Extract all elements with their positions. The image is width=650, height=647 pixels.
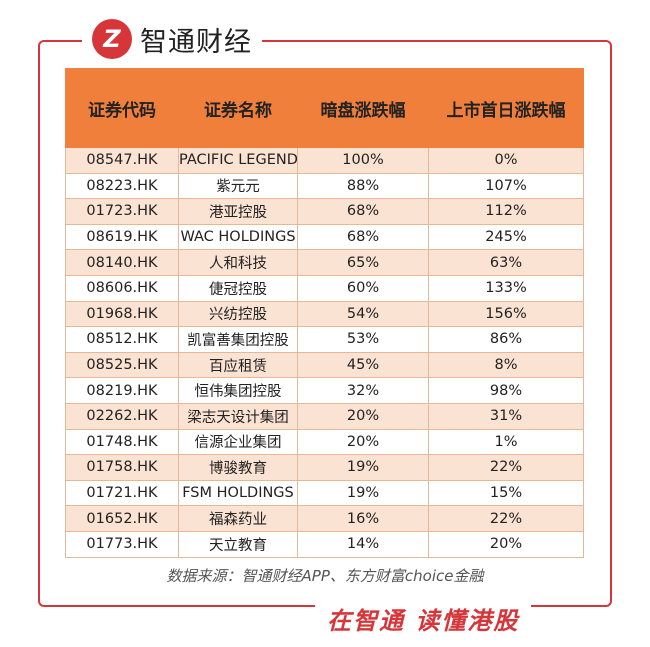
security-name-cell: PACIFIC LEGEND [178, 147, 298, 174]
brand-name: 智通财经 [140, 26, 252, 58]
first-day-change-cell: 31% [428, 402, 584, 430]
security-code-cell: 01721.HK [65, 479, 179, 507]
first-day-change-cell: 107% [428, 172, 584, 200]
first-day-change-cell: 20% [428, 530, 584, 558]
zhitong-logo-icon: Z [92, 19, 132, 59]
security-name-cell: 紫元元 [178, 172, 298, 200]
table-row: 08606.HK 倢冠控股 60% 133% [65, 274, 584, 302]
security-name-cell: 信源企业集团 [178, 428, 298, 456]
security-name-cell: 港亚控股 [178, 198, 298, 225]
table-row: 01773.HK 天立教育 14% 20% [65, 530, 584, 558]
table-row: 01748.HK 信源企业集团 20% 1% [65, 428, 584, 456]
table-row: 02262.HK 梁志天设计集团 20% 31% [65, 402, 584, 430]
security-code-cell: 01723.HK [65, 198, 179, 225]
slogan-text: 在智通 读懂港股 [327, 606, 520, 635]
first-day-change-cell: 112% [428, 198, 584, 225]
first-day-change-cell: 98% [428, 377, 584, 404]
grey-market-change-cell: 88% [297, 172, 429, 200]
security-name-cell: 博骏教育 [178, 454, 298, 481]
table-body: 08547.HK PACIFIC LEGEND 100% 0% 08223.HK 紫元元 8… [65, 147, 584, 558]
header-first-day-change: 上市首日涨跌幅 [428, 68, 584, 148]
security-code-cell: 08219.HK [65, 377, 179, 404]
security-code-cell: 08223.HK [65, 172, 179, 200]
security-code-cell: 02262.HK [65, 402, 179, 430]
table-row: 08619.HK WAC HOLDINGS 68% 245% [65, 223, 584, 251]
slogan-banner: 在智通 读懂港股 [315, 598, 532, 638]
security-name-cell: 福森药业 [178, 505, 298, 532]
grey-market-change-cell: 68% [297, 223, 429, 251]
table-row: 08525.HK 百应租赁 45% 8% [65, 351, 584, 379]
first-day-change-cell: 8% [428, 351, 584, 379]
brand-logo: Z 智通财经 [82, 14, 262, 64]
grey-market-change-cell: 100% [297, 147, 429, 174]
grey-market-change-cell: 68% [297, 198, 429, 225]
security-code-cell: 01758.HK [65, 454, 179, 481]
security-code-cell: 08619.HK [65, 223, 179, 251]
security-code-cell: 08140.HK [65, 249, 179, 276]
security-name-cell: 梁志天设计集团 [178, 402, 298, 430]
header-grey-market-change: 暗盘涨跌幅 [297, 68, 429, 148]
grey-market-change-cell: 45% [297, 351, 429, 379]
security-name-cell: 百应租赁 [178, 351, 298, 379]
grey-market-change-cell: 19% [297, 454, 429, 481]
table-row: 01721.HK FSM HOLDINGS 19% 15% [65, 479, 584, 507]
security-code-cell: 08512.HK [65, 326, 179, 353]
first-day-change-cell: 245% [428, 223, 584, 251]
first-day-change-cell: 15% [428, 479, 584, 507]
data-source-note: 数据来源：智通财经APP、东方财富choice金融 [166, 567, 484, 585]
ipo-performance-table: 证券代码 证券名称 暗盘涨跌幅 上市首日涨跌幅 08547.HK PACIFIC … [65, 68, 584, 558]
grey-market-change-cell: 65% [297, 249, 429, 276]
security-name-cell: WAC HOLDINGS [178, 223, 298, 251]
security-name-cell: 凯富善集团控股 [178, 326, 298, 353]
security-name-cell: 倢冠控股 [178, 274, 298, 302]
table-row: 08547.HK PACIFIC LEGEND 100% 0% [65, 147, 584, 174]
grey-market-change-cell: 32% [297, 377, 429, 404]
first-day-change-cell: 63% [428, 249, 584, 276]
grey-market-change-cell: 14% [297, 530, 429, 558]
grey-market-change-cell: 54% [297, 300, 429, 328]
security-code-cell: 01652.HK [65, 505, 179, 532]
first-day-change-cell: 0% [428, 147, 584, 174]
first-day-change-cell: 22% [428, 454, 584, 481]
security-code-cell: 01748.HK [65, 428, 179, 456]
table-row: 01723.HK 港亚控股 68% 112% [65, 198, 584, 225]
grey-market-change-cell: 20% [297, 402, 429, 430]
grey-market-change-cell: 20% [297, 428, 429, 456]
first-day-change-cell: 86% [428, 326, 584, 353]
first-day-change-cell: 22% [428, 505, 584, 532]
security-name-cell: FSM HOLDINGS [178, 479, 298, 507]
table-header-row: 证券代码 证券名称 暗盘涨跌幅 上市首日涨跌幅 [65, 68, 584, 148]
security-code-cell: 08525.HK [65, 351, 179, 379]
header-security-name: 证券名称 [178, 68, 298, 148]
security-code-cell: 08547.HK [65, 147, 179, 174]
table-row: 08223.HK 紫元元 88% 107% [65, 172, 584, 200]
header-security-code: 证券代码 [65, 68, 179, 148]
table-row: 01968.HK 兴纺控股 54% 156% [65, 300, 584, 328]
security-code-cell: 01773.HK [65, 530, 179, 558]
grey-market-change-cell: 16% [297, 505, 429, 532]
grey-market-change-cell: 60% [297, 274, 429, 302]
grey-market-change-cell: 19% [297, 479, 429, 507]
security-name-cell: 天立教育 [178, 530, 298, 558]
table-row: 01652.HK 福森药业 16% 22% [65, 505, 584, 532]
table-row: 08219.HK 恒伟集团控股 32% 98% [65, 377, 584, 404]
table-row: 01758.HK 博骏教育 19% 22% [65, 454, 584, 481]
security-code-cell: 08606.HK [65, 274, 179, 302]
grey-market-change-cell: 53% [297, 326, 429, 353]
table-row: 08140.HK 人和科技 65% 63% [65, 249, 584, 276]
security-code-cell: 01968.HK [65, 300, 179, 328]
security-name-cell: 兴纺控股 [178, 300, 298, 328]
table-row: 08512.HK 凯富善集团控股 53% 86% [65, 326, 584, 353]
security-name-cell: 恒伟集团控股 [178, 377, 298, 404]
first-day-change-cell: 156% [428, 300, 584, 328]
first-day-change-cell: 133% [428, 274, 584, 302]
security-name-cell: 人和科技 [178, 249, 298, 276]
first-day-change-cell: 1% [428, 428, 584, 456]
